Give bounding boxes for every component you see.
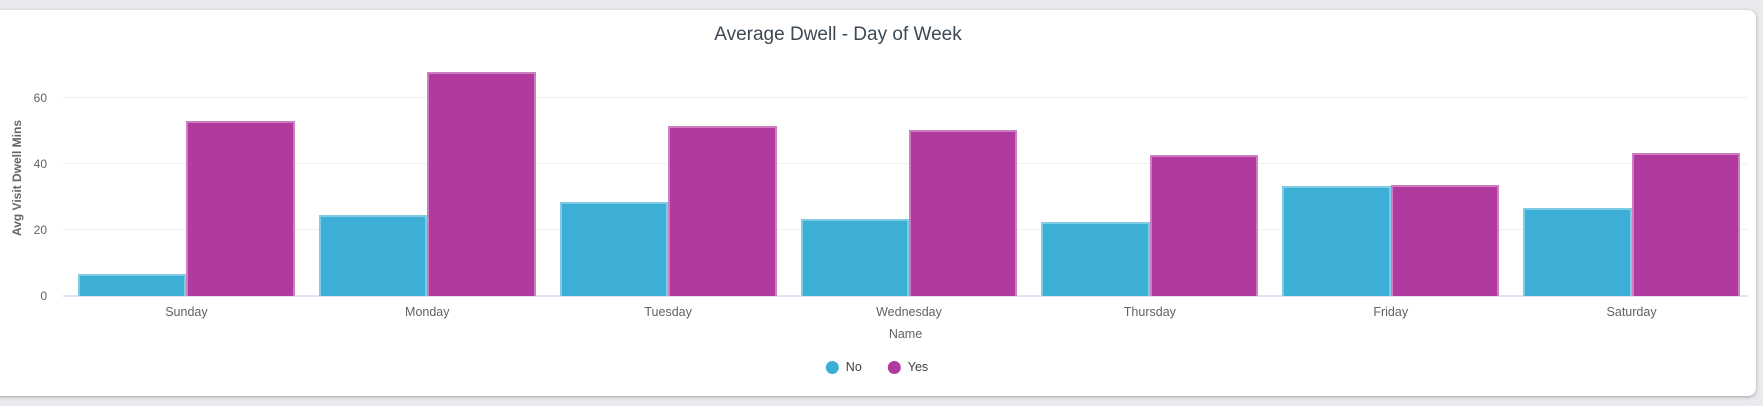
plot-area: Avg Visit Dwell Mins 0 20 40 60 xyxy=(10,60,1748,303)
legend: No Yes xyxy=(825,360,929,374)
bar-group-saturday xyxy=(1523,60,1741,296)
bar-group-monday xyxy=(318,60,536,296)
bar-yes-sunday[interactable] xyxy=(186,121,295,296)
y-axis-title: Avg Visit Dwell Mins xyxy=(10,119,24,237)
x-tick-label-sunday: Sunday xyxy=(165,305,208,319)
x-tick-label-monday: Monday xyxy=(405,305,450,319)
x-tick-label-wednesday: Wednesday xyxy=(876,305,942,319)
bar-yes-friday[interactable] xyxy=(1390,184,1500,296)
bar-yes-wednesday[interactable] xyxy=(909,130,1018,296)
y-axis-tick-label-20: 20 xyxy=(33,223,47,238)
x-tick-label-saturday: Saturday xyxy=(1606,305,1657,319)
bars-layer xyxy=(63,60,1748,296)
bar-no-saturday[interactable] xyxy=(1523,208,1632,296)
chart-title: Average Dwell - Day of Week xyxy=(714,24,962,45)
legend-swatch-yes-icon xyxy=(887,360,901,374)
y-axis-tick-label-60: 60 xyxy=(33,91,47,106)
bar-no-wednesday[interactable] xyxy=(800,218,909,296)
y-axis-tick-label-40: 40 xyxy=(33,157,47,172)
bar-no-tuesday[interactable] xyxy=(559,201,669,296)
x-tick-label-tuesday: Tuesday xyxy=(644,305,692,319)
bar-no-thursday[interactable] xyxy=(1041,221,1150,296)
bar-group-friday xyxy=(1282,60,1500,296)
bar-no-friday[interactable] xyxy=(1282,185,1391,296)
x-axis-line xyxy=(63,295,1748,297)
bar-group-wednesday xyxy=(800,60,1018,296)
bar-no-monday[interactable] xyxy=(318,214,428,296)
x-axis-title: Name xyxy=(888,327,923,341)
bar-yes-tuesday[interactable] xyxy=(668,125,777,296)
legend-label-yes: Yes xyxy=(907,360,929,374)
gridline-40 xyxy=(63,163,1748,165)
bar-yes-monday[interactable] xyxy=(427,71,536,296)
bar-group-thursday xyxy=(1041,60,1259,296)
x-tick-label-thursday: Thursday xyxy=(1123,305,1176,319)
legend-item-yes[interactable]: Yes xyxy=(887,360,929,374)
bar-group-tuesday xyxy=(559,60,777,296)
bar-no-sunday[interactable] xyxy=(78,273,187,296)
x-tick-label-friday: Friday xyxy=(1373,305,1409,319)
legend-item-no[interactable]: No xyxy=(825,360,862,374)
bar-group-sunday xyxy=(78,60,295,296)
bar-yes-saturday[interactable] xyxy=(1631,152,1741,296)
chart-card: Average Dwell - Day of Week Avg Visit Dw… xyxy=(0,10,1756,396)
x-axis-labels: Sunday Monday Tuesday Wednesday Thursday Frid… xyxy=(63,305,1748,320)
legend-swatch-no-icon xyxy=(825,360,839,374)
bar-yes-thursday[interactable] xyxy=(1149,154,1259,296)
y-axis-tick-label-0: 0 xyxy=(40,289,47,303)
gridline-60 xyxy=(63,97,1748,99)
legend-label-no: No xyxy=(845,360,862,374)
